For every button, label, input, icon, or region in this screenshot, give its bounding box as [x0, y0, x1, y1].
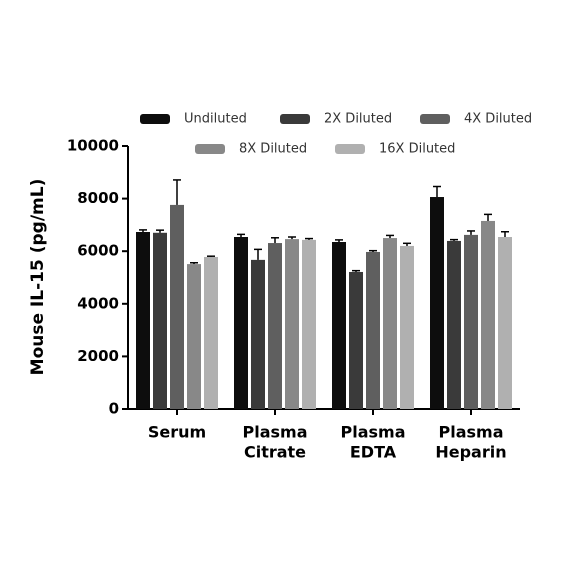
legend-label: 2X Diluted	[324, 112, 392, 127]
bar	[268, 243, 282, 409]
legend-swatch	[335, 144, 365, 154]
bar	[400, 245, 414, 409]
legend-swatch	[280, 114, 310, 124]
x-tick-label: Plasma	[341, 423, 406, 442]
y-tick-label: 0	[109, 400, 119, 418]
x-tick-label: EDTA	[350, 443, 397, 462]
legend-label: 16X Diluted	[379, 142, 455, 157]
x-tick-label: Plasma	[439, 423, 504, 442]
y-tick-label: 6000	[77, 242, 119, 260]
y-tick-label: 8000	[77, 189, 119, 207]
bar	[430, 197, 444, 409]
x-tick-label: Heparin	[435, 443, 506, 462]
bar	[447, 240, 461, 409]
legend-label: Undiluted	[184, 112, 247, 127]
bar	[498, 236, 512, 409]
bar	[251, 259, 265, 409]
bar	[234, 236, 248, 409]
bar	[153, 232, 167, 409]
bar	[349, 271, 363, 409]
y-tick-label: 10000	[67, 137, 119, 155]
bar	[136, 232, 150, 409]
legend-swatch	[420, 114, 450, 124]
y-tick-label: 4000	[77, 294, 119, 312]
legend-swatch	[195, 144, 225, 154]
bar	[170, 204, 184, 409]
x-tick-label: Citrate	[244, 443, 306, 462]
bar	[302, 239, 316, 409]
bar	[332, 241, 346, 409]
y-axis-title: Mouse IL-15 (pg/mL)	[28, 179, 48, 376]
bar	[285, 239, 299, 409]
bar	[187, 264, 201, 409]
bar	[481, 220, 495, 409]
y-tick-label: 2000	[77, 347, 119, 365]
bar	[366, 251, 380, 409]
bar	[383, 238, 397, 409]
bar	[204, 256, 218, 409]
legend-label: 4X Diluted	[464, 112, 532, 127]
legend-swatch	[140, 114, 170, 124]
bar	[464, 234, 478, 409]
legend-label: 8X Diluted	[239, 142, 307, 157]
x-tick-label: Serum	[148, 423, 206, 442]
x-tick-label: Plasma	[243, 423, 308, 442]
